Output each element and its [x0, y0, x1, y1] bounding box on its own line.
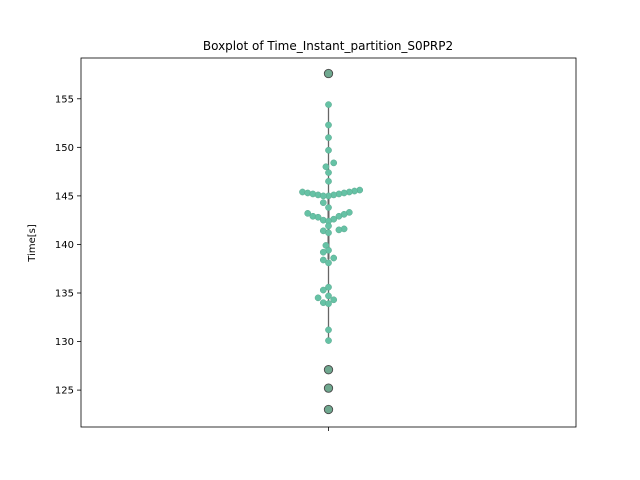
data-point	[325, 292, 332, 300]
data-point	[322, 163, 330, 171]
data-point	[325, 283, 332, 291]
data-point	[330, 296, 338, 304]
data-point	[319, 199, 327, 207]
y-tick-label: 135	[55, 288, 74, 299]
data-point	[325, 337, 332, 344]
data-point	[325, 134, 332, 141]
data-point	[325, 204, 332, 211]
outlier-point	[323, 68, 334, 79]
data-point	[335, 226, 343, 234]
y-tick-label: 140	[55, 240, 74, 251]
data-point	[325, 169, 332, 176]
data-point	[325, 259, 332, 267]
y-tick-label: 155	[55, 94, 74, 105]
data-point	[314, 213, 322, 221]
data-point	[304, 210, 312, 217]
data-point	[325, 101, 332, 108]
data-point	[314, 294, 322, 302]
data-point	[330, 159, 338, 167]
data-point	[319, 256, 327, 264]
data-point	[325, 300, 332, 308]
outlier-point	[323, 365, 334, 375]
y-tick-label: 130	[55, 337, 74, 348]
y-axis-label: Time[s]	[27, 224, 38, 263]
plot-area: 125 130 135 140 145 150 155	[55, 57, 577, 431]
y-tick-label: 145	[55, 191, 74, 202]
chart-title: Boxplot of Time_Instant_partition_S0PRP2	[203, 39, 453, 53]
data-point	[325, 222, 332, 230]
data-point	[325, 326, 332, 334]
data-point	[330, 254, 338, 262]
data-point	[335, 212, 343, 220]
data-point	[319, 192, 327, 200]
outlier-point	[323, 404, 334, 415]
data-point	[325, 229, 332, 237]
data-point	[325, 146, 332, 154]
data-point	[319, 286, 327, 294]
data-point	[319, 248, 327, 256]
y-tick-label: 150	[55, 143, 74, 154]
data-point	[325, 177, 332, 185]
y-tick-label: 125	[55, 386, 74, 397]
outlier-point	[323, 383, 334, 393]
data-point	[325, 121, 332, 129]
